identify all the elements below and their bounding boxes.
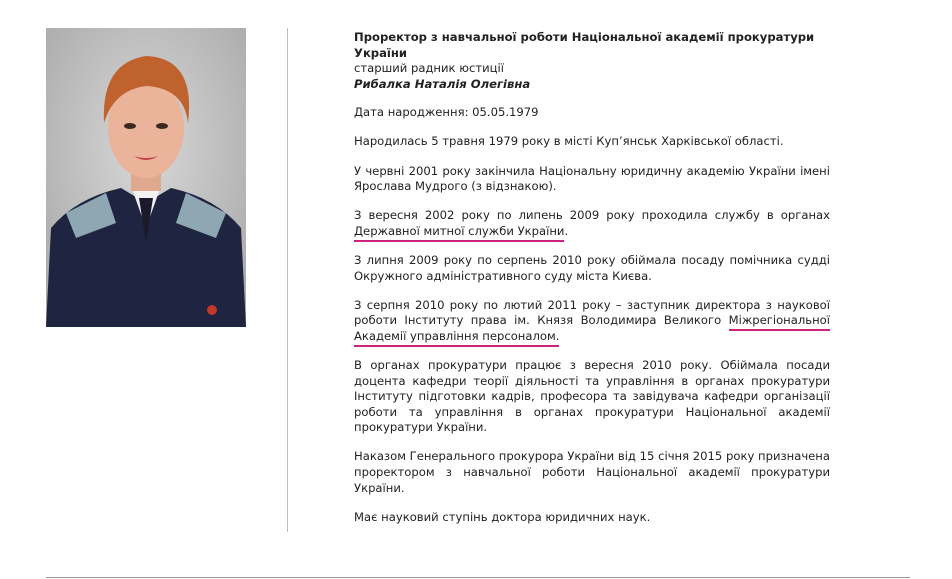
bio-paragraph: З серпня 2010 року по лютий 2011 року – … <box>354 297 830 347</box>
text: . <box>564 223 569 238</box>
bio-paragraph: З вересня 2002 року по липень 2009 року … <box>354 208 830 242</box>
birth-date: Дата народження: 05.05.1979 <box>354 105 539 120</box>
bio-paragraph: З липня 2009 року по серпень 2010 року о… <box>354 252 830 283</box>
highlighted-text: Державної митної служби України <box>354 223 565 242</box>
portrait-image <box>46 28 246 327</box>
rank: старший радник юстиції <box>354 61 504 76</box>
vertical-divider <box>287 28 288 532</box>
bio-paragraph: Народилась 5 травня 1979 року в місті Ку… <box>354 134 784 149</box>
bio-paragraph: Має науковий ступінь доктора юридичних н… <box>354 509 651 524</box>
bio-paragraph: Наказом Генерального прокурора України в… <box>354 449 830 495</box>
text: З серпня 2010 року по лютий 2011 року – … <box>354 297 830 328</box>
bio-paragraph: В органах прокуратури працює з вересня 2… <box>354 357 830 435</box>
highlighted-text: Міжрегіональної Академії управління перс… <box>354 313 830 347</box>
biography: Проректор з навчальної роботи Національн… <box>354 30 830 539</box>
position-title: Проректор з навчальної роботи Національн… <box>354 30 815 60</box>
text: З вересня 2002 року по липень 2009 року … <box>354 208 830 223</box>
portrait-photo <box>46 28 246 327</box>
bio-paragraph: У червні 2001 року закінчила Національну… <box>354 163 830 194</box>
person-name: Рибалка Наталія Олегівна <box>354 76 531 91</box>
horizontal-divider <box>46 577 910 578</box>
